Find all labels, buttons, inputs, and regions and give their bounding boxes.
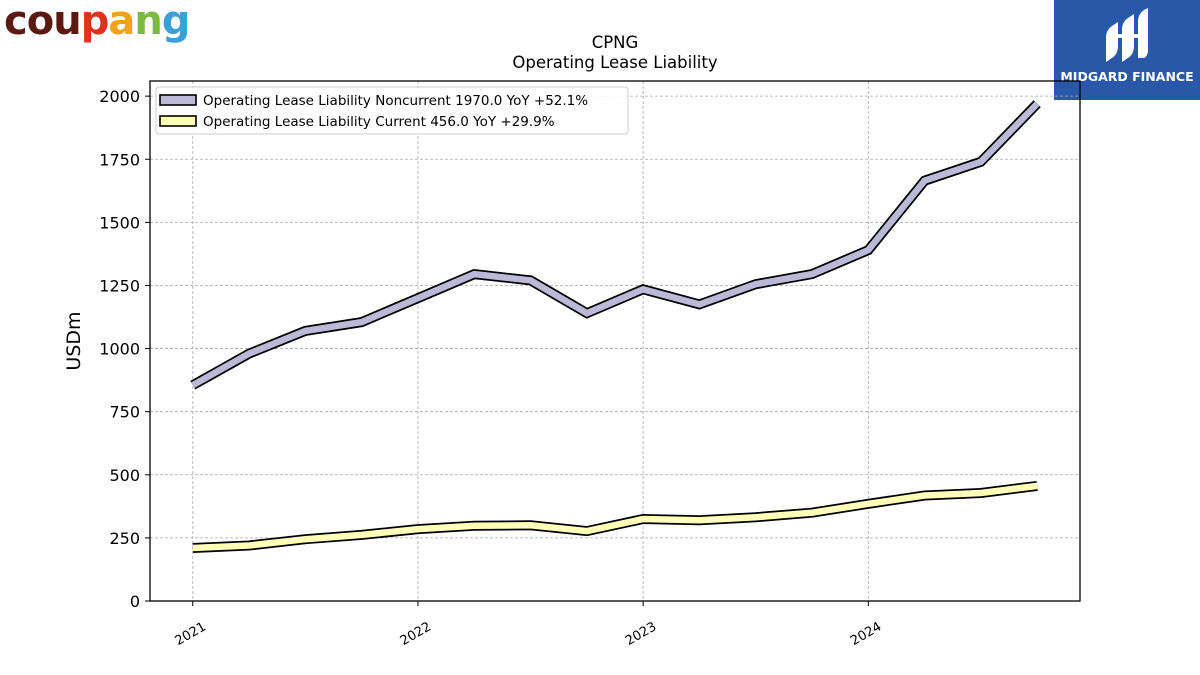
y-tick-label: 2000 [99, 87, 140, 106]
coupang-logo: coupang [4, 0, 191, 46]
y-tick-label: 1250 [99, 276, 140, 295]
legend-swatch [159, 94, 197, 106]
legend: Operating Lease Liability Noncurrent 197… [155, 86, 629, 135]
logo-letter: c [4, 0, 28, 44]
brand-name: MIDGARD FINANCE [1060, 69, 1194, 84]
y-axis-label: USDm [63, 311, 85, 370]
logo-letter: a [108, 0, 135, 44]
y-tick-label: 1500 [99, 213, 140, 232]
y-tick-label: 0 [130, 592, 140, 611]
logo-letter: g [161, 0, 191, 44]
logo-letter: p [80, 0, 110, 44]
series-line [192, 482, 1038, 552]
logo-letter: o [26, 0, 55, 44]
chart-subtitle: Operating Lease Liability [512, 53, 717, 72]
x-tick-label: 2024 [848, 619, 884, 649]
series-line [191, 101, 1040, 389]
grid [150, 81, 1080, 601]
logo-letter: u [53, 0, 82, 44]
y-tick-label: 1750 [99, 150, 140, 169]
y-tick-label: 500 [109, 466, 140, 485]
legend-entry: Operating Lease Liability Current 456.0 … [203, 114, 555, 130]
series-noncurrent [190, 100, 1041, 390]
series-current [192, 480, 1038, 553]
chart-title: CPNG [592, 33, 639, 52]
x-tick-label: 2021 [173, 619, 209, 649]
y-tick-label: 250 [109, 529, 140, 548]
series-layer [190, 100, 1041, 553]
midgard-mark-icon [1106, 8, 1148, 62]
legend-box [155, 86, 629, 135]
logo-letter: n [134, 0, 163, 44]
legend-entry: Operating Lease Liability Noncurrent 197… [203, 93, 588, 109]
series-line-outline [190, 100, 1041, 390]
x-tick-label: 2023 [623, 619, 659, 649]
y-tick-label: 750 [109, 403, 140, 422]
plot-frame [149, 80, 1081, 602]
x-tick-label: 2022 [398, 619, 434, 649]
y-tick-label: 1000 [99, 340, 140, 359]
legend-swatch [159, 115, 197, 127]
midgard-finance-logo: MIDGARD FINANCE [1054, 0, 1200, 100]
